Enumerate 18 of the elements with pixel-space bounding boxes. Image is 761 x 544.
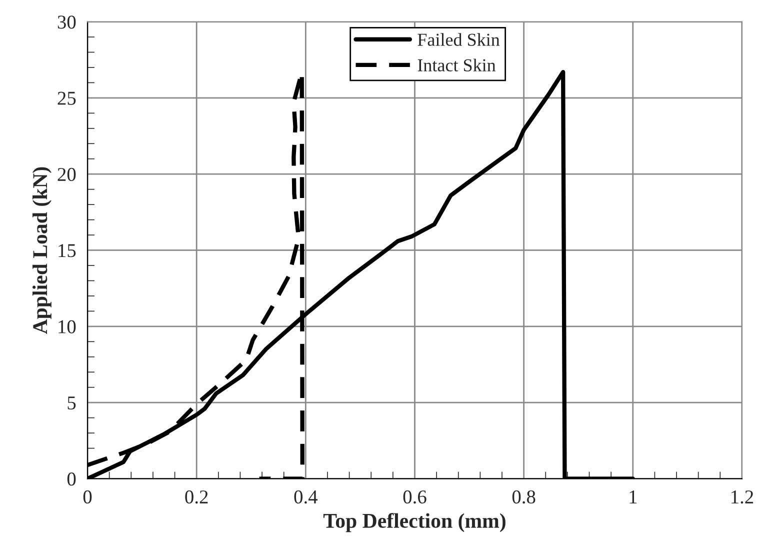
y-tick-label: 25 [58, 92, 76, 105]
x-tick-label: 0.6 [403, 490, 426, 504]
x-tick-label: 0.8 [512, 490, 536, 504]
y-tick-label: 5 [68, 396, 76, 410]
x-tick-label: 1.2 [732, 490, 754, 504]
x-tick-label: 0.2 [185, 490, 208, 504]
legend-label: Intact Skin [418, 58, 496, 72]
y-tick-label: 15 [58, 244, 76, 258]
y-tick-label: 30 [58, 16, 76, 29]
y-tick-label: 0 [67, 472, 76, 486]
x-axis-title: Top Deflection (mm) [323, 513, 506, 532]
x-tick-label: 0 [83, 490, 92, 504]
y-tick-label: 20 [58, 168, 76, 182]
legend-label: Failed Skin [418, 33, 500, 46]
y-axis-title: Applied Load (kN) [32, 167, 52, 334]
y-tick-label: 10 [58, 320, 76, 334]
x-tick-label: 1 [630, 490, 637, 504]
x-tick-label: 0.4 [294, 490, 318, 504]
